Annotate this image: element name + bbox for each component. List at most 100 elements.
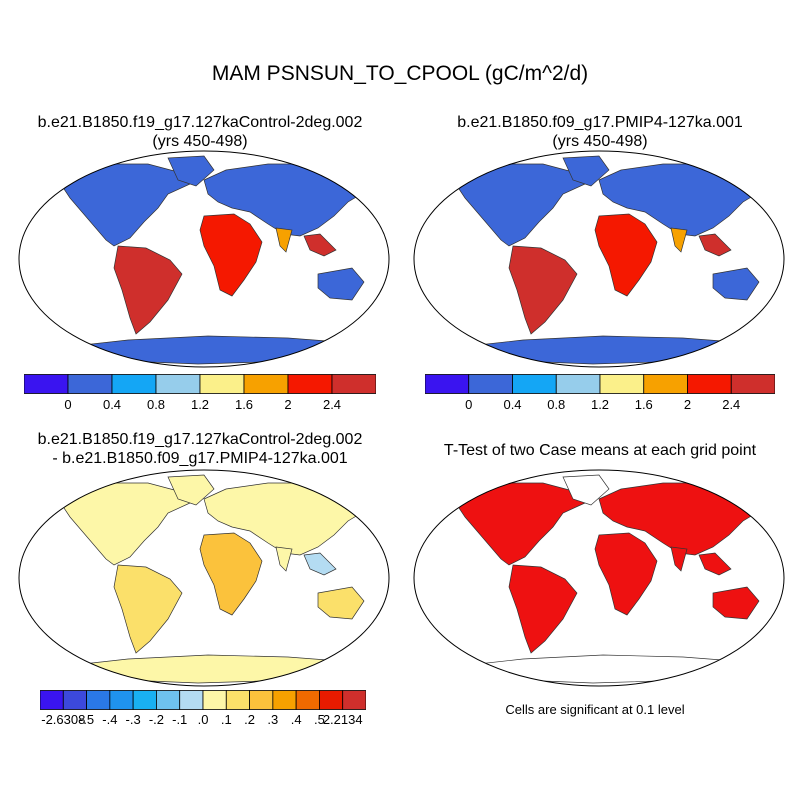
landmass-india [670, 546, 688, 572]
landmass-antarctica [72, 335, 359, 365]
landmass-greenland [167, 155, 215, 187]
colorbar-tick-label: 1.2 [590, 397, 610, 412]
colorbar-control [24, 374, 376, 394]
colorbar-swatch [512, 374, 557, 394]
panel-title-control: b.e21.B1850.f19_g17.127kaControl-2deg.00… [0, 113, 400, 151]
landmass-antarctica [467, 654, 754, 684]
map-outline [18, 150, 390, 368]
colorbar-tick-label: 0 [64, 397, 72, 412]
colorbar-tick-label: 2 [284, 397, 292, 412]
panel-title-line2: (yrs 450-498) [152, 133, 248, 150]
colorbar-swatch [287, 374, 333, 394]
panel-title-line1: b.e21.B1850.f19_g17.127kaControl-2deg.00… [37, 431, 363, 448]
colorbar-tick-label: 0 [465, 397, 473, 412]
colorbar-swatch [199, 374, 245, 394]
landmass-australia [712, 586, 760, 620]
colorbar-swatch [425, 374, 470, 394]
map-difference [18, 469, 390, 687]
colorbar-tick-label: 0.8 [547, 397, 566, 412]
colorbar-tick-label: .5 [314, 712, 325, 727]
colorbar-swatch [643, 374, 688, 394]
colorbar-tick-label: -.4 [102, 712, 118, 727]
landmass-india [670, 227, 688, 253]
landmass-antarctica [467, 335, 754, 365]
panel-title-ttest: T-Test of two Case means at each grid po… [400, 441, 800, 460]
colorbar-swatch [179, 690, 204, 710]
colorbar-difference-labels: -2.6308 -.5 -.4 -.3 -.2 -.1 .0 .1 .2 .3 .4 .5 2.2134 [40, 712, 366, 730]
landmass-na [61, 482, 191, 566]
colorbar-swatch [331, 374, 376, 394]
colorbar-pmip4 [425, 374, 775, 394]
landmass-india [275, 227, 293, 253]
colorbar-swatch [156, 690, 181, 710]
landmass-na [61, 163, 191, 247]
colorbar-swatch [295, 690, 320, 710]
landmass-seasia [698, 552, 732, 576]
colorbar-swatch [132, 690, 157, 710]
colorbar-swatch [62, 690, 87, 710]
landmass-australia [317, 267, 365, 301]
colorbar-tick-label: .0 [197, 712, 209, 727]
colorbar-tick-label: .2 [244, 712, 255, 727]
colorbar-swatch [342, 690, 366, 710]
landmass-seasia [303, 552, 337, 576]
colorbar-pmip4-labels: 0 0.4 0.8 1.2 1.6 2 2.4 [425, 397, 775, 415]
landmass-africa [199, 532, 263, 616]
colorbar-tick-label: 0.8 [146, 397, 166, 412]
colorbar-swatch [202, 690, 227, 710]
colorbar-tick-label: -2.6308 [41, 712, 86, 727]
map-pmip4 [413, 150, 785, 368]
map-control [18, 150, 390, 368]
landmass-seasia [698, 233, 732, 257]
landmass-australia [317, 586, 365, 620]
panel-title-pmip4: b.e21.B1850.f09_g17.PMIP4-127ka.001 (yrs… [400, 113, 800, 151]
colorbar-swatch [243, 374, 289, 394]
colorbar-tick-label: 1.6 [634, 397, 653, 412]
colorbar-swatch [730, 374, 775, 394]
colorbar-tick-label: 2.4 [722, 397, 741, 412]
landmass-africa [594, 213, 658, 297]
colorbar-swatch [225, 690, 250, 710]
colorbar-tick-label: 1.2 [190, 397, 210, 412]
colorbar-swatch [155, 374, 201, 394]
colorbar-swatch [109, 690, 134, 710]
colorbar-tick-label: -.1 [172, 712, 188, 727]
colorbar-swatch [24, 374, 69, 394]
colorbar-swatch [599, 374, 645, 394]
landmass-india [275, 546, 293, 572]
panel-title-line1: T-Test of two Case means at each grid po… [443, 442, 757, 459]
colorbar-tick-label: 1.6 [234, 397, 254, 412]
colorbar-tick-label: -.2 [148, 712, 165, 727]
figure-title: MAM PSNSUN_TO_CPOOL (gC/m^2/d) [211, 62, 589, 85]
colorbar-swatch [40, 690, 64, 710]
colorbar-tick-label: -.3 [125, 712, 141, 727]
significance-note: Cells are significant at 0.1 level [505, 702, 685, 717]
colorbar-tick-label: 2.2134 [322, 712, 363, 727]
panel-title-line1: b.e21.B1850.f19_g17.127kaControl-2deg.00… [37, 114, 363, 131]
colorbar-tick-label: .3 [267, 712, 279, 727]
panel-title-line1: b.e21.B1850.f09_g17.PMIP4-127ka.001 [457, 114, 743, 131]
colorbar-tick-label: 2 [683, 397, 692, 412]
landmass-greenland [562, 155, 610, 187]
map-outline [413, 469, 785, 687]
panel-title-difference: b.e21.B1850.f19_g17.127kaControl-2deg.00… [0, 430, 400, 468]
landmass-na [456, 482, 586, 566]
colorbar-tick-label: .4 [290, 712, 302, 727]
landmass-australia [712, 267, 760, 301]
panel-title-line2: (yrs 450-498) [552, 133, 648, 150]
landmass-sa [508, 245, 578, 335]
colorbar-swatch [468, 374, 513, 394]
colorbar-swatch [687, 374, 732, 394]
colorbar-control-labels: 0 0.4 0.8 1.2 1.6 2 2.4 [24, 397, 376, 415]
landmass-antarctica [72, 654, 359, 684]
landmass-sa [113, 564, 183, 654]
landmass-sa [508, 564, 578, 654]
panel-title-line2: - b.e21.B1850.f09_g17.PMIP4-127ka.001 [52, 450, 348, 467]
colorbar-swatch [111, 374, 157, 394]
colorbar-tick-label: 0.4 [503, 397, 522, 412]
landmass-na [456, 163, 586, 247]
landmass-africa [199, 213, 263, 297]
colorbar-difference [40, 690, 366, 710]
colorbar-tick-label: .1 [220, 712, 232, 727]
landmass-sa [113, 245, 183, 335]
